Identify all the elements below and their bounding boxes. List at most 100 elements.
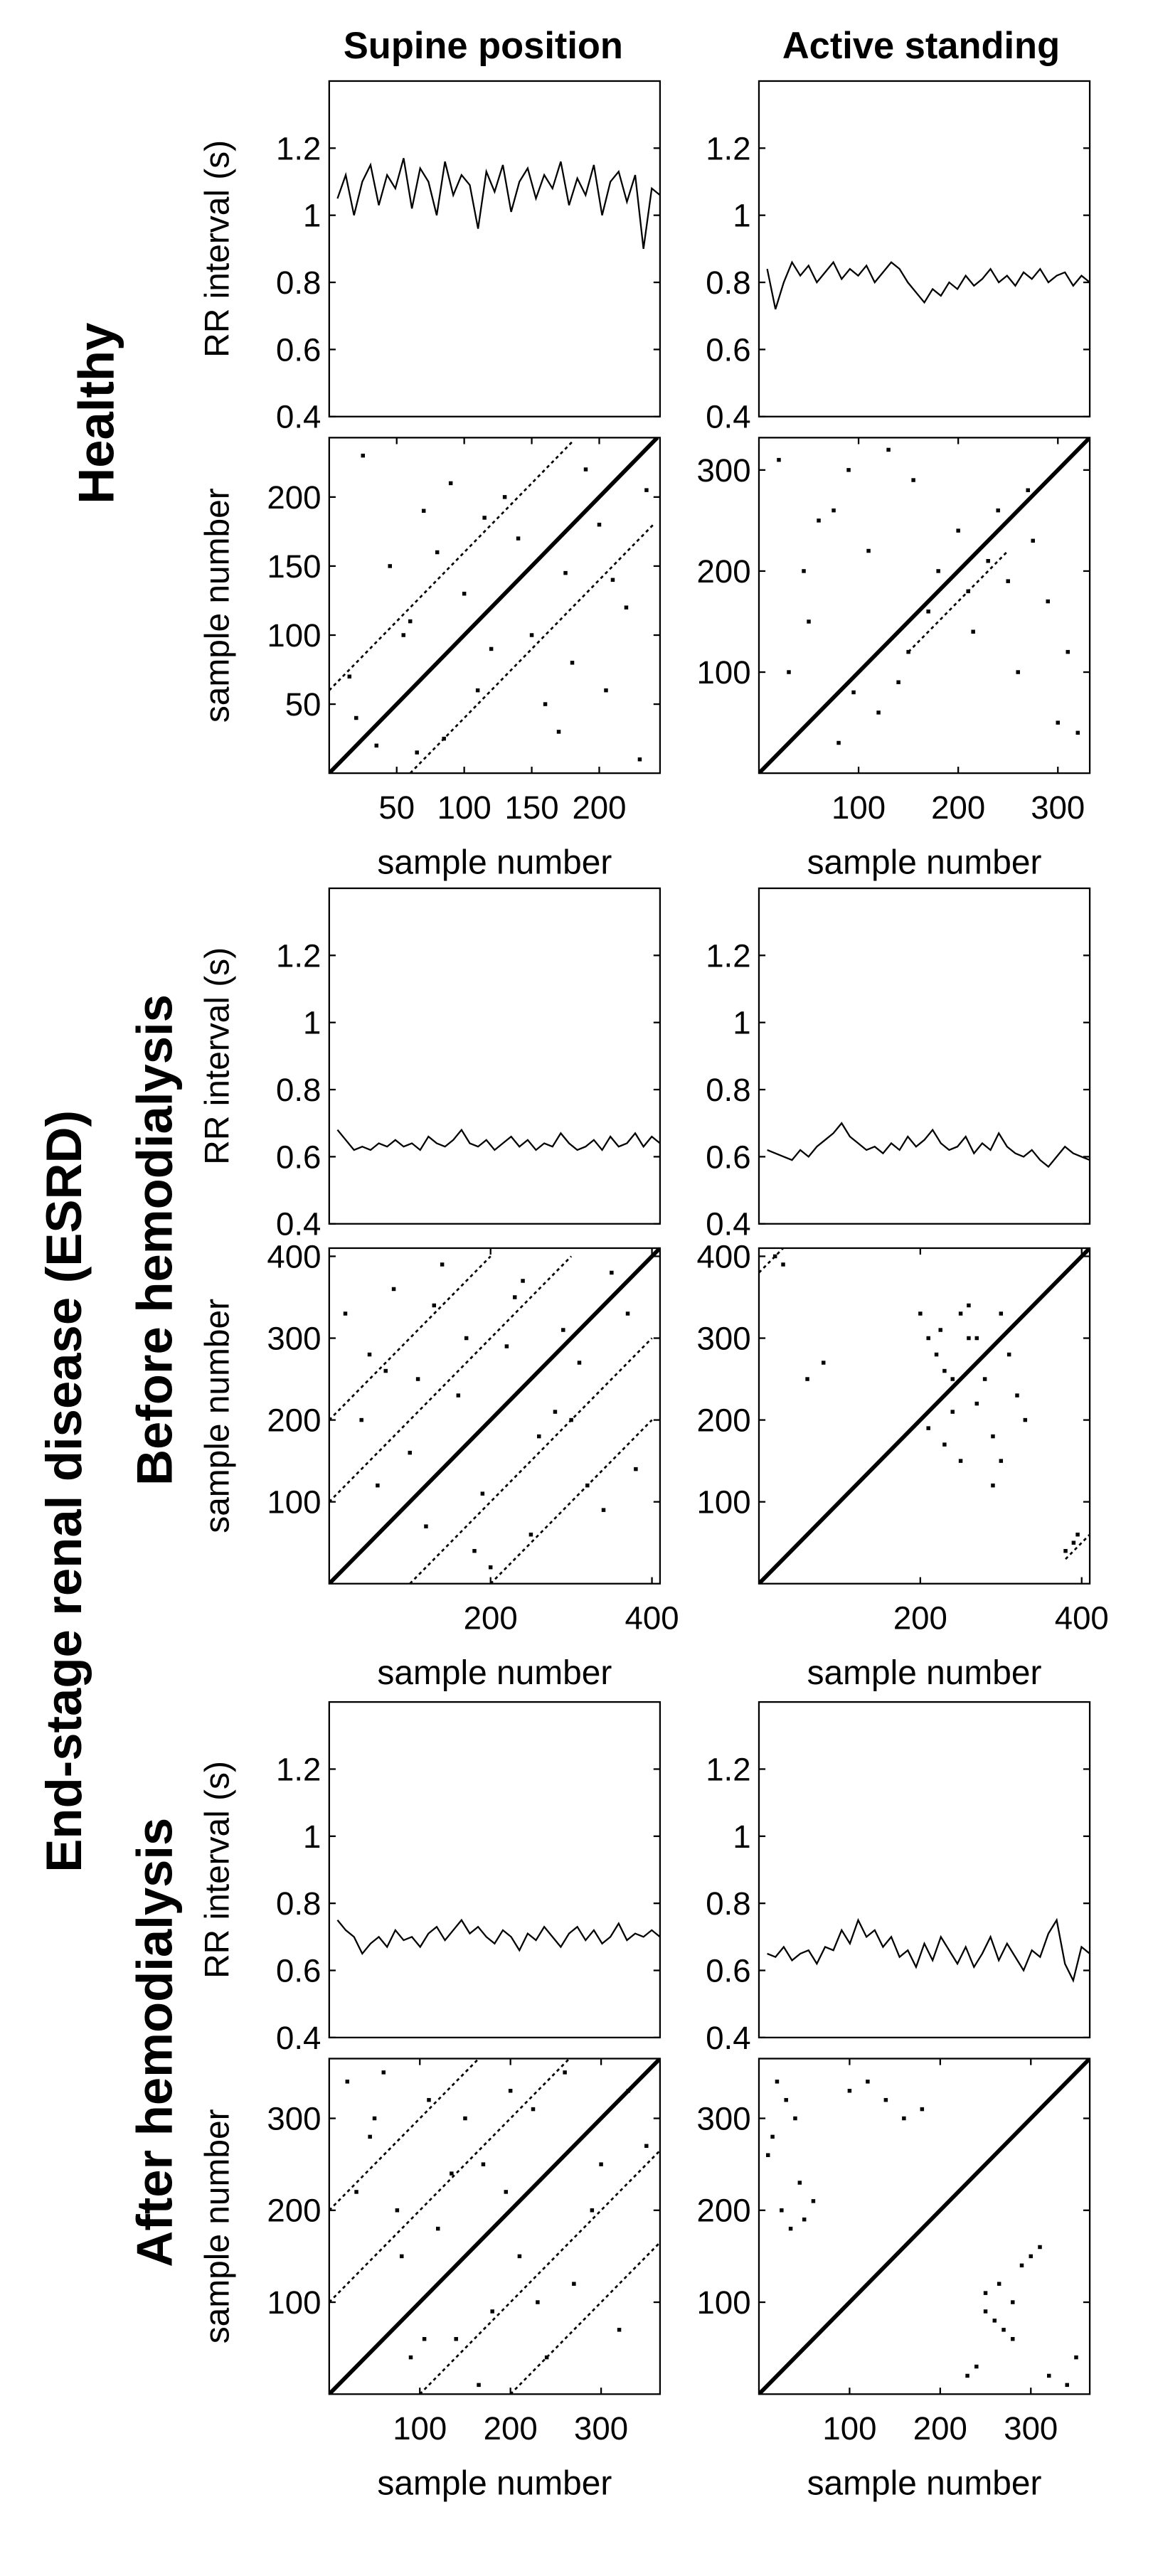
recurrence-point — [624, 605, 629, 610]
recurrence-point — [442, 736, 446, 741]
recurrence-point — [481, 2162, 486, 2166]
y-tick-label: 1.2 — [276, 130, 321, 166]
x-axis-label: sample number — [377, 2465, 612, 2503]
plot-frame — [758, 2058, 1091, 2395]
recurrence-point — [343, 1311, 348, 1316]
y-tick-label: 100 — [697, 1484, 751, 1521]
y-tick-label: 300 — [267, 2100, 321, 2136]
panel: 0.4 0.6 0.8 1 1.2 RR interval (s) — [198, 1701, 661, 2056]
recurrence-point — [415, 1377, 420, 1381]
recurrence-point — [504, 2190, 509, 2194]
y-tick-label: 300 — [267, 1320, 321, 1356]
panel: 0.4 0.6 0.8 1 1.2 — [706, 80, 1091, 435]
recurrence-point — [599, 2162, 603, 2166]
recurrence-point — [772, 1254, 777, 1259]
recurrence-point — [793, 2116, 797, 2121]
row-label: Before hemodialysis — [127, 994, 183, 1486]
y-tick-label: 200 — [697, 2193, 751, 2229]
recurrence-point — [625, 1311, 630, 1316]
recurrence-point — [424, 1524, 428, 1528]
recurrence-point — [543, 702, 548, 706]
y-axis-label: RR interval (s) — [198, 140, 236, 358]
recurrence-point — [634, 1467, 638, 1471]
recurrence-point — [906, 649, 910, 654]
recurrence-point — [851, 690, 856, 695]
recurrence-point — [512, 1295, 517, 1299]
y-tick-label: 1 — [733, 1005, 750, 1041]
recurrence-point — [463, 2116, 467, 2121]
plot-frame — [328, 80, 661, 417]
recurrence-point — [831, 508, 836, 513]
y-tick-label: 1.2 — [706, 1751, 750, 1787]
recurrence-point — [415, 750, 419, 755]
y-tick-label: 1.2 — [276, 937, 321, 974]
recurrence-point — [1063, 1548, 1068, 1553]
recurrence-point — [516, 536, 521, 541]
recurrence-point — [400, 2254, 404, 2259]
recurrence-point — [422, 2337, 427, 2341]
recurrence-point — [489, 646, 494, 651]
recurrence-point — [517, 2254, 522, 2259]
y-tick-label: 200 — [697, 553, 751, 590]
recurrence-point — [974, 1336, 979, 1341]
recurrence-point — [556, 730, 561, 734]
recurrence-point — [997, 2282, 1001, 2286]
recurrence-point — [601, 1508, 606, 1512]
recurrence-point — [563, 2070, 567, 2075]
x-tick-label: 100 — [393, 2410, 447, 2447]
recurrence-point — [610, 1270, 614, 1275]
plot-frame — [328, 1247, 661, 1585]
recurrence-point — [1047, 2373, 1051, 2378]
recurrence-point — [971, 629, 975, 634]
y-tick-label: 100 — [267, 2284, 321, 2321]
recurrence-point — [967, 1303, 971, 1308]
recurrence-point — [376, 1483, 380, 1488]
recurrence-line — [329, 441, 573, 691]
recurrence-point — [936, 569, 940, 573]
recurrence-point — [354, 2190, 358, 2194]
recurrence-point — [1031, 538, 1035, 543]
row-label: Healthy — [68, 323, 124, 504]
panel: 100 200 300 100 200 300 sample number — [697, 437, 1091, 881]
recurrence-line — [329, 2058, 480, 2211]
recurrence-point — [847, 2089, 852, 2093]
plot-frame — [758, 437, 1091, 775]
plot-area — [329, 1247, 660, 1584]
recurrence-point — [942, 1442, 947, 1447]
recurrence-point — [920, 2107, 925, 2112]
panel: 0.4 0.6 0.8 1 1.2 — [706, 887, 1091, 1242]
recurrence-point — [807, 619, 811, 624]
recurrence-point — [938, 1328, 942, 1332]
recurrence-point — [866, 548, 871, 553]
recurrence-point — [1075, 1532, 1080, 1537]
recurrence-point — [1019, 2263, 1024, 2268]
recurrence-point — [926, 610, 930, 614]
plot-area — [336, 1918, 660, 1956]
recurrence-point — [490, 2309, 494, 2314]
y-tick-label: 1 — [303, 1819, 321, 1855]
recurrence-point — [999, 1311, 1004, 1316]
y-tick-label: 0.8 — [706, 1072, 750, 1108]
y-tick-label: 0.6 — [706, 331, 750, 368]
plot-area — [758, 2058, 1090, 2395]
plot-frame — [758, 1701, 1091, 2039]
recurrence-point — [391, 1287, 396, 1292]
recurrence-point — [777, 457, 781, 462]
recurrence-line — [329, 437, 659, 774]
recurrence-line — [1065, 1533, 1090, 1560]
panel: 100 200 300 100 200 300 sample number sample nu… — [198, 2058, 661, 2503]
recurrence-point — [788, 2226, 793, 2231]
recurrence-point — [811, 2199, 816, 2203]
recurrence-point — [991, 1483, 995, 1488]
recurrence-point — [965, 2373, 969, 2378]
y-tick-label: 0.4 — [276, 1206, 321, 1242]
recurrence-point — [780, 2208, 784, 2213]
panel: 0.4 0.6 0.8 1 1.2 RR interval (s) — [198, 887, 661, 1242]
recurrence-point — [1056, 720, 1060, 725]
y-tick-label: 1.2 — [706, 937, 750, 974]
recurrence-point — [531, 2107, 536, 2112]
y-tick-label: 400 — [697, 1238, 751, 1274]
recurrence-point — [383, 1368, 388, 1373]
recurrence-point — [617, 2328, 622, 2332]
recurrence-point — [996, 508, 1000, 513]
